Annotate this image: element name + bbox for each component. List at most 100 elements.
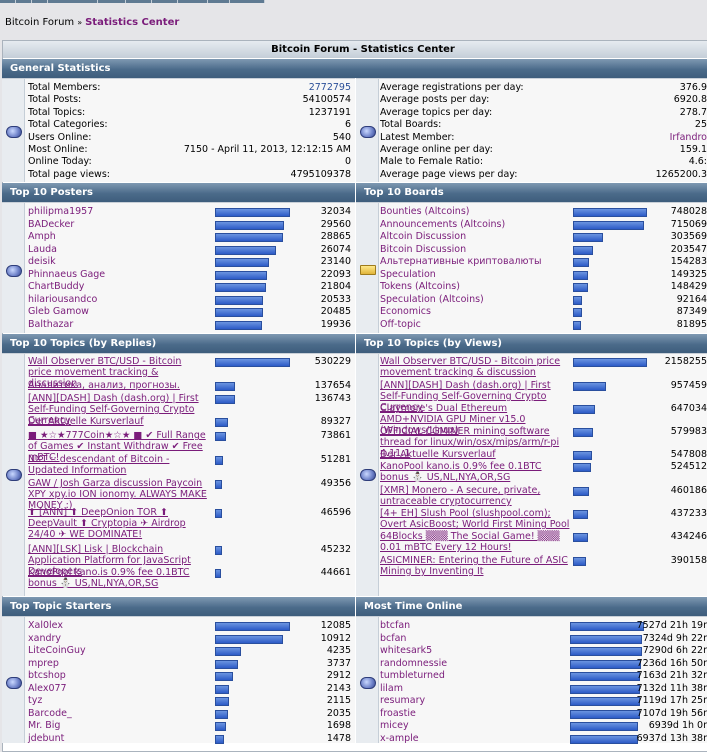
topic-title-link[interactable]: KanoPool kano.is 0.9% fee 0.1BTC bonus ⛄… [380,461,542,483]
online-time-value: 6939d 1h 0r [648,720,707,731]
list-item-online-user[interactable]: froastie [380,707,416,719]
list-item-online-user[interactable]: randomnessie [380,657,448,669]
value-bar [573,270,588,280]
list-item-starter[interactable]: jdebunt [28,732,65,744]
topic-title-link[interactable]: [4+ EH] Slush Pool (slushpool.com); Over… [380,508,570,530]
list-item-starter[interactable]: mprep [28,657,59,669]
top-nav-tab[interactable] [32,0,48,3]
stat-value[interactable]: Irfandro [669,131,707,143]
list-item-board[interactable]: Tokens (Altcoins) [380,281,460,292]
stat-label: Online Today: [28,156,92,168]
top-nav-tab[interactable] [48,0,98,3]
stat-label: Total page views: [28,168,110,180]
list-item-online-user[interactable]: resumary [380,695,426,706]
list-item-poster[interactable]: ChartBuddy [28,281,85,292]
value-bar [573,405,595,414]
top-nav-tab[interactable] [16,0,32,3]
list-item-poster[interactable]: deisik [28,256,56,267]
list-item-online-user[interactable]: micey [380,720,409,731]
breadcrumb-forum-link[interactable]: Bitcoin Forum [5,17,75,28]
topic-title-link[interactable]: [ANN][DASH] Dash (dash.org) | First Self… [380,380,551,413]
online-time-value: 7132d 11h 38r [636,682,707,694]
stat-label: Total Topics: [28,106,86,118]
list-item-poster[interactable]: Balthazar [28,318,74,330]
list-item-poster[interactable]: BADecker [28,218,75,230]
list-item-board[interactable]: Altcoin Discussion [380,231,467,242]
top-nav-tab[interactable] [98,0,126,3]
list-item-poster[interactable]: philipma1957 [28,206,94,217]
list-item-online-user[interactable]: whitesark5 [380,645,433,656]
value-bar [215,672,233,681]
value-bar [573,283,588,292]
top-nav-tab[interactable] [126,0,152,3]
topic-title-link[interactable]: ⬆ [ANN] ⬆ DeepOnion TOR ⬆ DeepVault ⬆ Cr… [28,507,186,540]
list-item-online-user[interactable]: bcfan [380,632,407,644]
list-item-online-user[interactable]: lilam [380,682,403,694]
top-nav-tab[interactable] [208,0,230,3]
top-nav-tab[interactable] [0,0,16,3]
topic-title-link[interactable]: [XMR] Monero - A secure, private, untrac… [380,485,541,507]
value-bar [215,622,290,631]
list-item-poster[interactable]: Phinnaeus Gage [28,268,106,280]
list-value: 23140 [320,256,351,267]
topic-title-link[interactable]: Claymore's Dual Ethereum AMD+NVIDIA GPU … [380,403,526,436]
online-time-value: 7236d 16h 50r [636,657,707,669]
top-nav-tab[interactable] [230,0,265,3]
value-bar [570,672,640,681]
topic-title-link[interactable]: Wall Observer BTC/USD - Bitcoin price mo… [380,356,561,378]
topic-title-link[interactable]: NXT :: descendant of Bitcoin - Updated I… [28,454,170,476]
list-item-poster[interactable]: Lauda [28,243,57,255]
list-item-board[interactable]: Bitcoin Discussion [380,243,467,255]
list-item-starter[interactable]: Mr. Big [28,720,61,731]
breadcrumb-current[interactable]: Statistics Center [85,17,180,28]
stats-icon [6,265,22,277]
topic-title-link[interactable]: Аналитика, анализ, прогнозы. [28,380,180,391]
topic-title-link[interactable]: OFFICIAL CGMINER mining software thread … [380,426,560,459]
list-item-board[interactable]: Off-topic [380,318,421,330]
list-item-board[interactable]: Альтернативные криптовалюты [380,256,542,267]
topic-title-link[interactable]: ASICMINER: Entering the Future of ASIC M… [380,555,568,577]
topic-title-link[interactable]: Wall Observer BTC/USD - Bitcoin price mo… [28,356,182,389]
list-item-board[interactable]: Speculation (Altcoins) [380,293,484,305]
list-item-poster[interactable]: hilariousandco [28,293,98,305]
list-value: 12085 [320,620,351,631]
list-item-poster[interactable]: Gleb Gamow [28,306,89,317]
stat-value: 7150 - April 11, 2013, 12:12:15 AM [183,144,351,155]
list-item-starter[interactable]: tyz [28,695,43,706]
top-nav-tab[interactable] [178,0,208,3]
stat-value[interactable]: 2772795 [308,82,351,93]
list-item-online-user[interactable]: btcfan [380,620,411,631]
list-item-starter[interactable]: btcshop [28,670,66,681]
topic-title-link[interactable]: ■ ★☆★777Coin★☆★ ■ ✔ Full Range of Games … [28,430,206,463]
list-item-board[interactable]: Announcements (Altcoins) [380,218,506,230]
topic-title-link[interactable]: [ANN][DASH] Dash (dash.org) | First Self… [28,393,199,426]
online-time-value: 7119d 17h 25r [636,695,707,706]
topic-title-link[interactable]: Der Aktuelle Kursverlauf [380,449,496,460]
value-bar [570,634,642,644]
topic-title-link[interactable]: GAW / Josh Garza discussion Paycoin XPY … [28,478,207,511]
topic-title-link[interactable]: Der Aktuelle Kursverlauf [28,416,144,427]
stat-label: Average topics per day: [380,106,493,118]
list-item-starter[interactable]: Alex077 [28,682,67,694]
value-bar [573,463,591,472]
list-item-board[interactable]: Bounties (Altcoins) [380,206,470,217]
list-item-board[interactable]: Economics [380,306,431,317]
stat-label: Total Posts: [28,94,82,106]
topic-title-link[interactable]: KanoPool kano.is 0.9% fee 0.1BTC bonus ⛄… [28,567,190,589]
list-item-starter[interactable]: Barcode_ [28,707,72,719]
topic-title-link[interactable]: [ANN][LSK] Lisk | Blockchain Application… [28,544,191,577]
top-nav-tab[interactable] [152,0,178,3]
list-item-starter[interactable]: LiteCoinGuy [28,645,86,656]
list-item-online-user[interactable]: tumbleturned [380,670,445,681]
value-bar [215,283,266,292]
list-item-board[interactable]: Speculation [380,268,436,280]
value-bar [570,647,642,656]
list-item-online-user[interactable]: x-ample [380,732,419,744]
list-item-poster[interactable]: Amph [28,231,56,242]
list-item-starter[interactable]: Xal0lex [28,620,63,631]
stat-label: Total Categories: [28,119,108,131]
list-item-starter[interactable]: xandry [28,632,62,644]
online-time-value: 7324d 9h 22r [642,632,707,644]
topic-title-link[interactable]: 64Blocks ▒▒▒ The Social Game! ▒▒▒ 0.01 m… [380,531,560,553]
stat-label: Total Members: [28,82,101,93]
